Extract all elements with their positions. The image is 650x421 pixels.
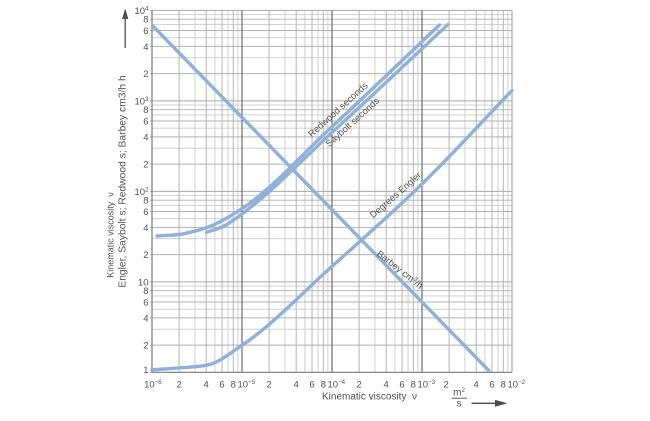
svg-text:m2: m2 — [453, 387, 465, 398]
svg-text:2: 2 — [356, 380, 361, 391]
svg-text:1: 1 — [143, 365, 148, 376]
svg-text:6: 6 — [143, 297, 148, 308]
svg-text:10: 10 — [138, 277, 149, 288]
svg-text:8: 8 — [143, 286, 148, 297]
svg-text:103: 103 — [134, 96, 149, 107]
svg-text:8: 8 — [143, 196, 148, 207]
svg-text:8: 8 — [143, 105, 148, 116]
svg-text:2: 2 — [143, 341, 148, 352]
svg-text:8: 8 — [501, 380, 506, 391]
svg-text:10−2: 10−2 — [507, 379, 525, 390]
svg-text:Kinematic viscosity ν: Kinematic viscosity ν — [322, 392, 417, 403]
svg-text:4: 4 — [474, 380, 479, 391]
svg-text:2: 2 — [143, 160, 148, 171]
svg-text:s: s — [457, 399, 462, 410]
svg-text:Engler, Saybolt s; Redwood s;: Engler, Saybolt s; Redwood s; Barbey cm3… — [118, 75, 129, 288]
svg-text:6: 6 — [219, 380, 224, 391]
svg-text:102: 102 — [134, 187, 149, 198]
svg-text:8: 8 — [143, 15, 148, 26]
svg-text:10−4: 10−4 — [327, 379, 345, 390]
svg-text:2: 2 — [143, 69, 148, 80]
svg-text:6: 6 — [143, 207, 148, 218]
svg-text:2: 2 — [443, 380, 448, 391]
svg-text:2: 2 — [176, 380, 181, 391]
svg-text:6: 6 — [489, 380, 494, 391]
svg-text:2: 2 — [143, 250, 148, 261]
svg-text:8: 8 — [321, 380, 326, 391]
svg-text:4: 4 — [204, 380, 209, 391]
svg-text:8: 8 — [231, 380, 236, 391]
svg-text:6: 6 — [309, 380, 314, 391]
svg-text:6: 6 — [143, 116, 148, 127]
svg-text:6: 6 — [399, 380, 404, 391]
svg-text:4: 4 — [143, 223, 148, 234]
svg-text:4: 4 — [143, 313, 148, 324]
svg-text:8: 8 — [411, 380, 416, 391]
svg-text:2: 2 — [266, 380, 271, 391]
svg-text:10−3: 10−3 — [417, 379, 435, 390]
svg-text:10−5: 10−5 — [237, 379, 255, 390]
svg-text:4: 4 — [143, 132, 148, 143]
svg-text:6: 6 — [143, 26, 148, 37]
svg-text:4: 4 — [384, 380, 389, 391]
svg-text:104: 104 — [134, 6, 149, 17]
svg-text:10−6: 10−6 — [144, 379, 162, 390]
svg-text:4: 4 — [143, 42, 148, 53]
svg-text:Kinematic viscosity ν: Kinematic viscosity ν — [106, 192, 116, 278]
svg-text:4: 4 — [294, 380, 299, 391]
